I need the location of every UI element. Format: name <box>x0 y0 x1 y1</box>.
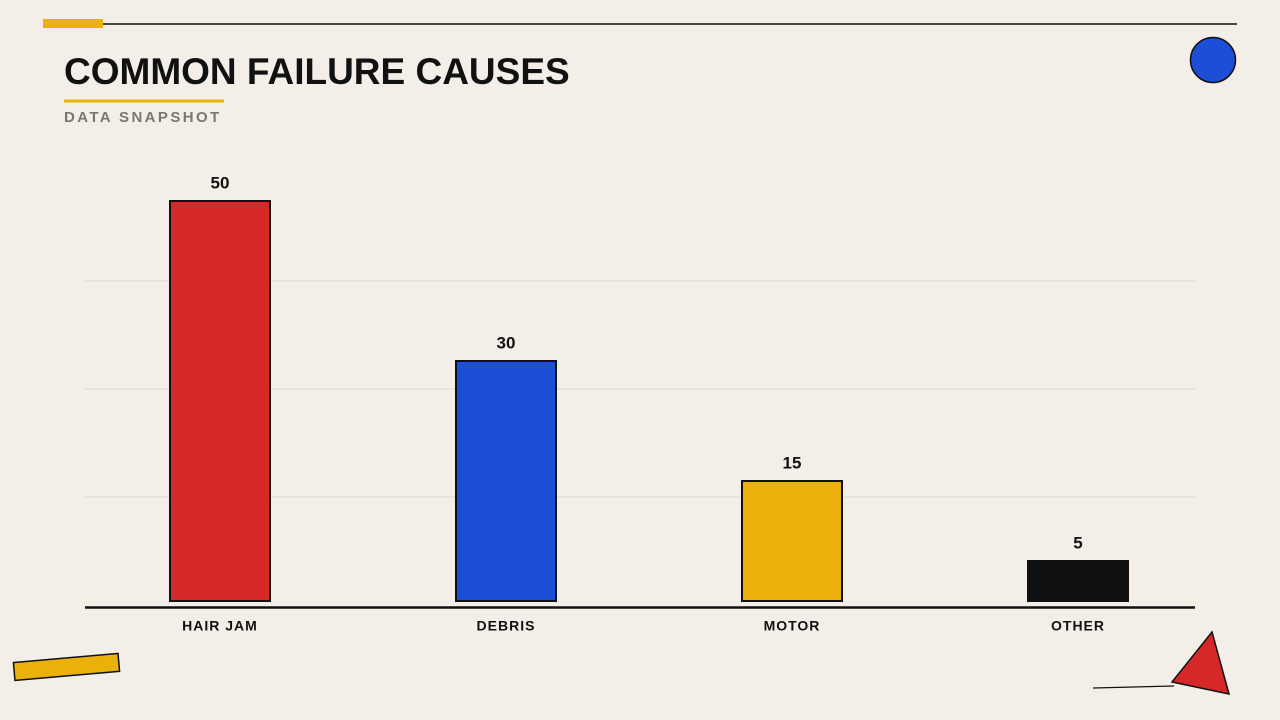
bar <box>455 360 557 602</box>
decor-line <box>1092 685 1175 689</box>
bar <box>169 200 271 602</box>
decor-circle <box>1189 36 1237 84</box>
value-label: 15 <box>783 453 802 472</box>
chart-subtitle: DATA SNAPSHOT <box>64 109 222 126</box>
x-tick-label: DEBRIS <box>477 618 536 634</box>
bar <box>741 480 843 602</box>
value-label: 30 <box>497 333 516 352</box>
decor-triangle <box>1170 630 1231 695</box>
x-tick-label: OTHER <box>1051 618 1105 634</box>
bar <box>1027 560 1129 602</box>
value-label: 50 <box>211 173 230 192</box>
x-tick-label: HAIR JAM <box>182 618 258 634</box>
decor-rect <box>12 652 121 682</box>
plot: HAIR JAM 50 DEBRIS 30 MOTOR 15 OTHER 5 <box>85 173 1195 634</box>
x-tick-label: MOTOR <box>764 618 821 634</box>
decor-bar <box>43 19 103 28</box>
chart-title: COMMON FAILURE CAUSES <box>64 51 570 92</box>
value-label: 5 <box>1073 533 1082 552</box>
